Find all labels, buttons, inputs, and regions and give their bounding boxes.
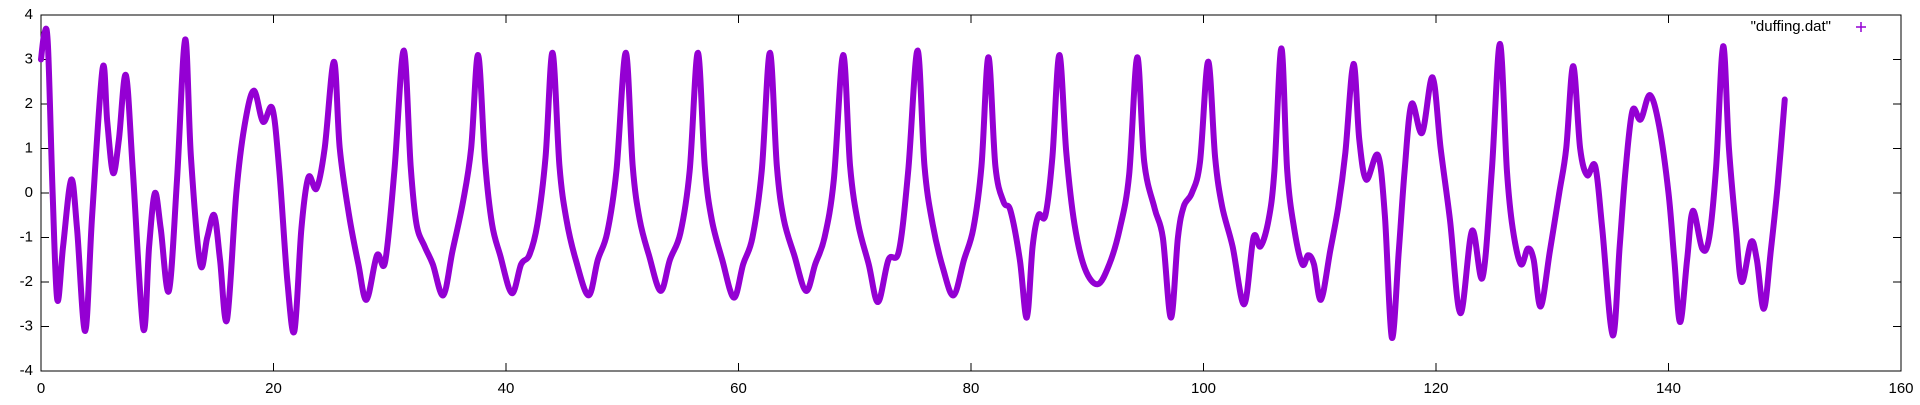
- y-tick-label: 4: [25, 6, 33, 23]
- x-tick-label: 40: [498, 380, 515, 397]
- y-tick-label: 0: [25, 184, 33, 201]
- x-tick-label: 80: [963, 380, 980, 397]
- legend-label: "duffing.dat": [1751, 18, 1831, 35]
- legend-marker: [1856, 22, 1866, 32]
- y-tick-label: -4: [20, 362, 33, 379]
- x-tick-label: 120: [1423, 380, 1448, 397]
- x-tick-label: 20: [265, 380, 282, 397]
- y-tick-label: 3: [25, 50, 33, 67]
- x-tick-label: 140: [1656, 380, 1681, 397]
- x-tick-label: 0: [37, 380, 45, 397]
- x-tick-label: 60: [730, 380, 747, 397]
- y-tick-label: -2: [20, 273, 33, 290]
- y-tick-label: -1: [20, 228, 33, 245]
- x-tick-label: 160: [1888, 380, 1913, 397]
- data-line: [38, 25, 1788, 341]
- y-tick-label: 1: [25, 139, 33, 156]
- y-tick-label: 2: [25, 95, 33, 112]
- y-tick-label: -3: [20, 317, 33, 334]
- x-tick-label: 100: [1191, 380, 1216, 397]
